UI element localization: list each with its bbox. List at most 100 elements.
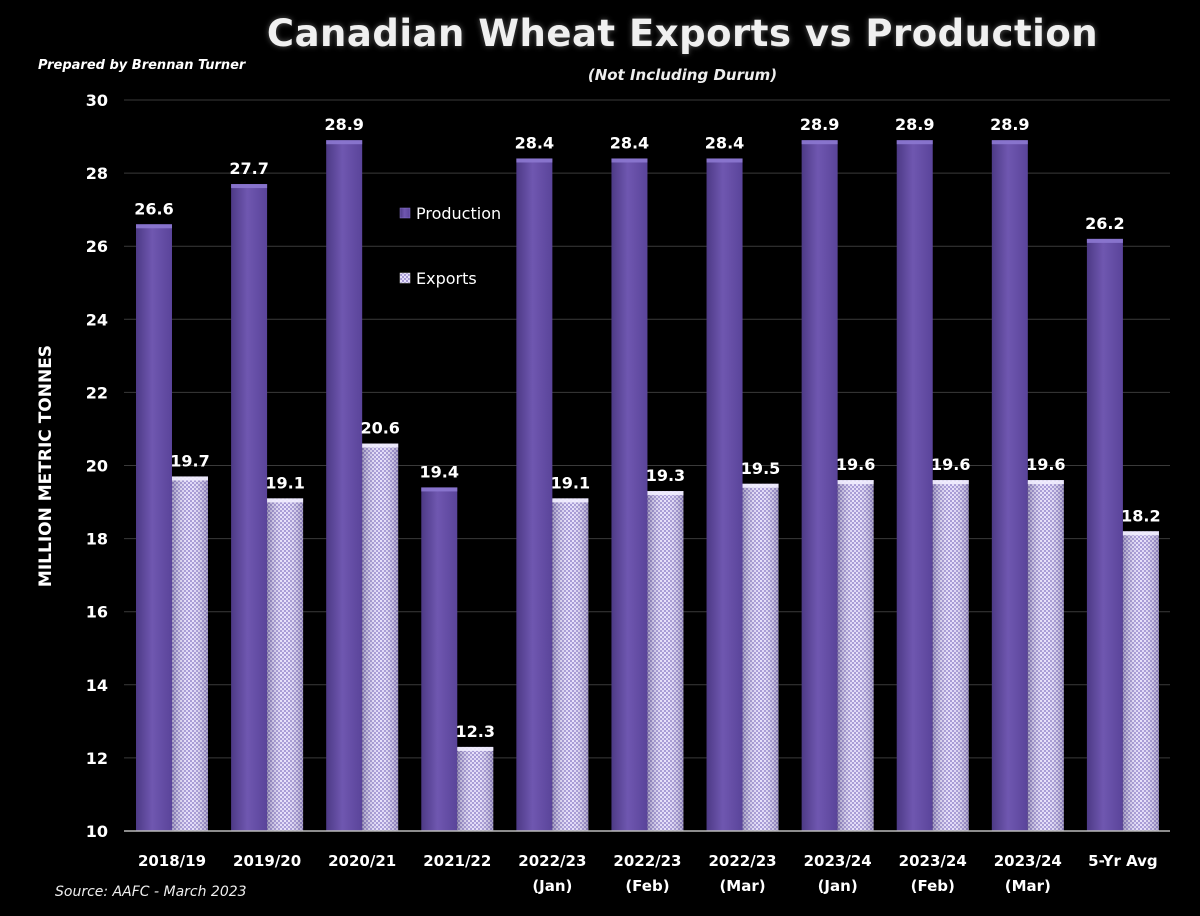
- bar-top-cap: [267, 498, 304, 503]
- exports-bar-shade: [1027, 480, 1064, 831]
- source-note: Source: AAFC - March 2023: [55, 884, 247, 900]
- bar-top-cap: [647, 491, 684, 496]
- bars: [136, 140, 1159, 832]
- bar-top-cap: [742, 483, 779, 488]
- production-bar: [231, 184, 268, 831]
- production-value-label: 28.4: [515, 133, 554, 152]
- exports-value-label: 19.6: [1026, 455, 1065, 474]
- exports-bar-shade: [742, 483, 779, 831]
- bar-top-cap: [1122, 531, 1159, 536]
- y-tick-label: 24: [86, 310, 108, 329]
- x-category-label: 2023/24: [994, 852, 1062, 870]
- x-category-label: (Feb): [911, 877, 955, 895]
- production-bar: [326, 140, 363, 831]
- x-category-label: 2022/23: [518, 852, 586, 870]
- production-bar: [991, 140, 1028, 831]
- bar-top-cap: [457, 746, 494, 751]
- x-category-label: 2022/23: [708, 852, 776, 870]
- production-value-label: 28.9: [324, 115, 363, 134]
- bar-top-cap: [552, 498, 589, 503]
- x-category-label: (Jan): [532, 877, 572, 895]
- exports-bar-shade: [172, 476, 208, 831]
- bar-top-cap: [706, 158, 743, 163]
- x-category-label: 2022/23: [613, 852, 681, 870]
- production-bar: [611, 158, 648, 832]
- prepared-by-note: Prepared by Brennan Turner: [38, 58, 246, 73]
- legend-exports-swatch: [399, 272, 411, 284]
- bar-top-cap: [801, 140, 838, 145]
- exports-bar-shade: [457, 746, 494, 831]
- y-tick-label: 26: [86, 237, 108, 256]
- exports-bar-shade: [552, 498, 589, 831]
- bar-top-cap: [326, 140, 363, 145]
- exports-value-label: 19.1: [265, 473, 304, 492]
- exports-value-label: 18.2: [1121, 506, 1160, 525]
- bar-top-cap: [172, 476, 208, 481]
- bar-top-cap: [136, 224, 172, 229]
- exports-bar-shade: [837, 480, 874, 831]
- x-category-label: (Mar): [719, 877, 765, 895]
- bar-top-cap: [231, 184, 268, 189]
- y-tick-label: 20: [86, 457, 108, 476]
- production-value-label: 28.9: [800, 115, 839, 134]
- y-tick-label: 28: [86, 164, 108, 183]
- legend-production-label: Production: [416, 204, 501, 223]
- exports-value-label: 19.6: [836, 455, 875, 474]
- exports-value-label: 19.3: [646, 466, 685, 485]
- exports-value-label: 19.7: [170, 451, 209, 470]
- bar-top-cap: [837, 480, 874, 485]
- production-value-label: 28.9: [990, 115, 1029, 134]
- bar-top-cap: [1086, 238, 1123, 243]
- production-value-label: 27.7: [229, 159, 268, 178]
- exports-bar-shade: [1122, 531, 1159, 831]
- production-value-label: 28.4: [705, 133, 744, 152]
- y-tick-label: 18: [86, 530, 108, 549]
- x-category-label: 2021/22: [423, 852, 491, 870]
- x-category-label: 2020/21: [328, 852, 396, 870]
- production-bar: [516, 158, 553, 832]
- data-labels: 26.6 19.7 27.7 19.1 28.9 20.6 19.4 12.3 28.4 19.1…: [134, 115, 1160, 741]
- chart-subtitle: (Not Including Durum): [587, 66, 778, 84]
- x-category-label: 2018/19: [138, 852, 206, 870]
- bar-top-cap: [362, 443, 399, 448]
- x-category-label: (Jan): [818, 877, 858, 895]
- exports-bar-shade: [267, 498, 304, 831]
- exports-value-label: 19.1: [551, 473, 590, 492]
- bar-top-cap: [516, 158, 553, 163]
- y-tick-label: 12: [86, 749, 108, 768]
- x-category-label: 5-Yr Avg: [1088, 852, 1158, 870]
- y-tick-label: 10: [86, 822, 108, 841]
- bar-top-cap: [932, 480, 969, 485]
- production-bar: [421, 487, 458, 831]
- y-tick-label: 14: [86, 676, 108, 695]
- x-category-label: (Mar): [1005, 877, 1051, 895]
- production-bar: [896, 140, 933, 831]
- exports-value-label: 19.5: [741, 459, 780, 478]
- exports-value-label: 20.6: [360, 419, 399, 438]
- bar-top-cap: [991, 140, 1028, 145]
- production-value-label: 26.6: [134, 199, 173, 218]
- legend: Production Exports: [399, 204, 501, 288]
- exports-bar-shade: [362, 443, 399, 831]
- legend-production-swatch: [399, 207, 411, 219]
- production-value-label: 26.2: [1085, 214, 1124, 233]
- x-category-label: (Feb): [625, 877, 669, 895]
- production-bar: [136, 224, 172, 831]
- exports-value-label: 12.3: [456, 722, 495, 741]
- production-value-label: 19.4: [420, 462, 459, 481]
- production-value-label: 28.4: [610, 133, 649, 152]
- production-bar: [706, 158, 743, 832]
- x-category-label: 2023/24: [804, 852, 872, 870]
- bar-top-cap: [421, 487, 458, 492]
- x-category-label: 2023/24: [899, 852, 967, 870]
- exports-bar-shade: [647, 491, 684, 831]
- x-category-label: 2019/20: [233, 852, 301, 870]
- exports-bar-shade: [932, 480, 969, 831]
- production-bar: [801, 140, 838, 831]
- chart-title: Canadian Wheat Exports vs Production: [266, 12, 1099, 55]
- exports-value-label: 19.6: [931, 455, 970, 474]
- bar-top-cap: [896, 140, 933, 145]
- bar-top-cap: [1027, 480, 1064, 485]
- y-tick-label: 22: [86, 383, 108, 402]
